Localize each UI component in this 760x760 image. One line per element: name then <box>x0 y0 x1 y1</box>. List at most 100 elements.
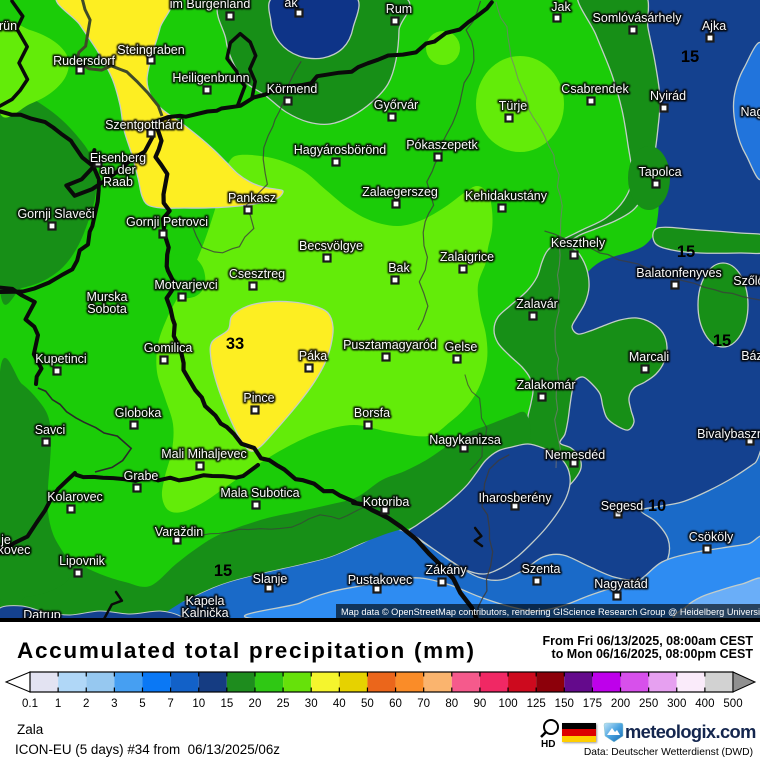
svg-text:Nyirád: Nyirád <box>650 89 686 103</box>
svg-text:Pusztamagyaród: Pusztamagyaród <box>343 338 437 352</box>
svg-text:Körmend: Körmend <box>267 82 318 96</box>
svg-text:15: 15 <box>681 48 699 66</box>
svg-text:Zalavár: Zalavár <box>516 297 558 311</box>
svg-text:Tapolca: Tapolca <box>638 165 681 179</box>
svg-text:70: 70 <box>417 698 430 710</box>
svg-text:Bivalybaszná: Bivalybaszná <box>697 427 760 441</box>
svg-text:Steingraben: Steingraben <box>117 43 184 57</box>
svg-text:HD: HD <box>541 739 555 750</box>
svg-text:Nagykanizsa: Nagykanizsa <box>429 433 501 447</box>
svg-text:Zalakomár: Zalakomár <box>516 378 575 392</box>
svg-text:0.1: 0.1 <box>22 698 38 710</box>
svg-text:Bak: Bak <box>388 261 410 275</box>
svg-text:150: 150 <box>555 698 574 710</box>
svg-text:Segesd: Segesd <box>601 499 643 513</box>
svg-text:Kapela: Kapela <box>186 594 225 608</box>
svg-text:Nemesdéd: Nemesdéd <box>545 448 605 462</box>
svg-text:Gornji Slaveči: Gornji Slaveči <box>17 207 94 221</box>
svg-text:Tapolca: Tapolca <box>638 165 681 179</box>
svg-text:im Burgenland: im Burgenland <box>170 0 251 11</box>
svg-text:Gelse: Gelse <box>445 340 478 354</box>
svg-text:Datrup: Datrup <box>23 608 61 618</box>
svg-text:175: 175 <box>583 698 602 710</box>
svg-text:Marcali: Marcali <box>629 350 669 364</box>
svg-text:ak: ak <box>284 0 298 10</box>
svg-text:2: 2 <box>83 698 89 710</box>
svg-text:33: 33 <box>226 335 244 353</box>
svg-text:Kapela: Kapela <box>186 594 225 608</box>
svg-text:Nagyatád: Nagyatád <box>594 577 648 591</box>
svg-text:Pustakovec: Pustakovec <box>348 573 413 587</box>
svg-text:Türje: Türje <box>499 99 528 113</box>
svg-text:Pankasz: Pankasz <box>228 191 276 205</box>
svg-text:1: 1 <box>55 698 61 710</box>
svg-text:Keszthely: Keszthely <box>551 236 606 250</box>
svg-text:Nag: Nag <box>741 105 760 119</box>
svg-text:Szenta: Szenta <box>522 562 561 576</box>
svg-text:Pókaszepetk: Pókaszepetk <box>406 138 478 152</box>
svg-text:Nyirád: Nyirád <box>650 89 686 103</box>
svg-text:Rum: Rum <box>386 2 412 16</box>
svg-text:Győrvár: Győrvár <box>374 98 418 112</box>
svg-text:Kotoriba: Kotoriba <box>363 495 410 509</box>
svg-text:Becsvölgye: Becsvölgye <box>299 239 363 253</box>
svg-text:Map data © OpenStreetMap contr: Map data © OpenStreetMap contributors, r… <box>341 607 760 617</box>
svg-text:Raab: Raab <box>103 175 133 189</box>
svg-text:100: 100 <box>498 698 517 710</box>
svg-text:Győrvár: Győrvár <box>374 98 418 112</box>
svg-text:Grabe: Grabe <box>124 469 159 483</box>
svg-text:125: 125 <box>527 698 546 710</box>
svg-text:an der: an der <box>100 163 135 177</box>
svg-text:Nagyatád: Nagyatád <box>594 577 648 591</box>
svg-text:rün: rün <box>0 19 17 33</box>
svg-text:Zalaigrice: Zalaigrice <box>440 250 494 264</box>
svg-text:Murska: Murska <box>87 290 128 304</box>
svg-text:15: 15 <box>214 562 232 580</box>
svg-text:Szenta: Szenta <box>522 562 561 576</box>
svg-text:Bivalybaszná: Bivalybaszná <box>697 427 760 441</box>
svg-text:Datrup: Datrup <box>23 608 61 618</box>
svg-text:Zákány: Zákány <box>426 563 468 577</box>
svg-text:Zalaigrice: Zalaigrice <box>440 250 494 264</box>
svg-text:Gornji Petrovci: Gornji Petrovci <box>126 215 208 229</box>
svg-text:Nemesdéd: Nemesdéd <box>545 448 605 462</box>
svg-text:25: 25 <box>277 698 290 710</box>
svg-text:Csököly: Csököly <box>689 530 734 544</box>
svg-text:Savci: Savci <box>35 423 66 437</box>
svg-text:Savci: Savci <box>35 423 66 437</box>
svg-text:Ajka: Ajka <box>702 19 726 33</box>
svg-text:400: 400 <box>695 698 714 710</box>
svg-text:Globoka: Globoka <box>115 406 162 420</box>
svg-text:Iharosberény: Iharosberény <box>479 491 553 505</box>
svg-text:Jak: Jak <box>551 0 571 14</box>
svg-text:Kupetinci: Kupetinci <box>35 352 86 366</box>
svg-text:Balatonfenyves: Balatonfenyves <box>636 266 721 280</box>
svg-text:Pókaszepetk: Pókaszepetk <box>406 138 478 152</box>
svg-text:10: 10 <box>192 698 205 710</box>
svg-text:Gornji Slaveči: Gornji Slaveči <box>17 207 94 221</box>
svg-text:Kehidakustány: Kehidakustány <box>465 189 548 203</box>
svg-text:Pince: Pince <box>243 391 274 405</box>
svg-text:Steingraben: Steingraben <box>117 43 184 57</box>
svg-text:Csabrendek: Csabrendek <box>561 82 629 96</box>
svg-text:Murska: Murska <box>87 290 128 304</box>
svg-text:Szentgotthárd: Szentgotthárd <box>105 118 183 132</box>
svg-text:ak: ak <box>284 0 298 10</box>
svg-text:Csököly: Csököly <box>689 530 734 544</box>
svg-text:Nag: Nag <box>741 105 760 119</box>
svg-text:Gomilica: Gomilica <box>144 341 193 355</box>
svg-text:Gomilica: Gomilica <box>144 341 193 355</box>
svg-text:Segesd: Segesd <box>601 499 643 513</box>
svg-text:Kalnička: Kalnička <box>181 606 228 618</box>
svg-text:Hagyárosbörönd: Hagyárosbörönd <box>294 143 386 157</box>
svg-text:Csabrendek: Csabrendek <box>561 82 629 96</box>
svg-text:an der: an der <box>100 163 135 177</box>
svg-text:Zákány: Zákány <box>426 563 468 577</box>
svg-text:Pince: Pince <box>243 391 274 405</box>
svg-text:Rudersdorf: Rudersdorf <box>53 54 115 68</box>
svg-text:Balatonfenyves: Balatonfenyves <box>636 266 721 280</box>
svg-text:Becsvölgye: Becsvölgye <box>299 239 363 253</box>
svg-text:Borsfa: Borsfa <box>354 406 390 420</box>
svg-text:Pustakovec: Pustakovec <box>348 573 413 587</box>
svg-text:Páka: Páka <box>299 349 328 363</box>
